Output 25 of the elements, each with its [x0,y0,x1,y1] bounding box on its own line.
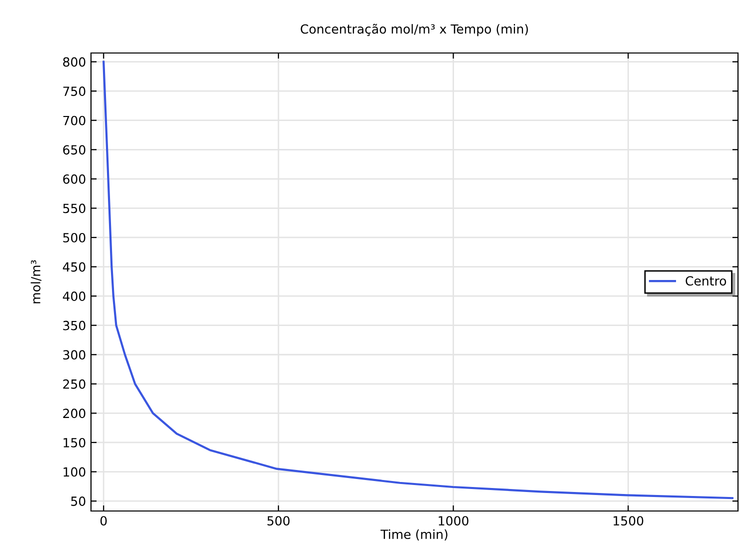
y-tick-label: 400 [62,292,86,301]
y-tick-label: 800 [63,57,86,67]
y-tick-label: 500 [63,232,86,242]
legend-label: Centro [686,276,726,286]
y-tick-label: 700 [63,116,86,126]
y-tick-label: 350 [63,320,86,330]
y-tick-label: 100 [64,467,86,477]
y-tick-label: 200 [63,408,86,418]
y-tick-label: 250 [63,379,86,389]
y-tick-label: 600 [63,174,86,184]
y-tick-label: 450 [62,262,86,272]
line-series [102,60,734,500]
y-tick-label: 300 [63,350,86,360]
x-tick-label: 1500 [614,516,644,526]
x-tick-label: 1000 [438,516,468,526]
y-tick-label: 550 [63,204,86,214]
y-tick-label: 150 [64,438,86,448]
y-tick-label: 750 [63,86,86,96]
x-tick-label: 0 [100,516,107,526]
y-tick-label: 50 [71,496,86,506]
x-axis-title: Time (min) [380,529,448,540]
y-tick-label: 650 [63,145,86,155]
x-tick-label: 500 [267,516,290,526]
y-axis-title: mol/m³ [30,260,42,304]
chart-title: Concentração mol/m³ x Tempo (min) [300,24,528,36]
